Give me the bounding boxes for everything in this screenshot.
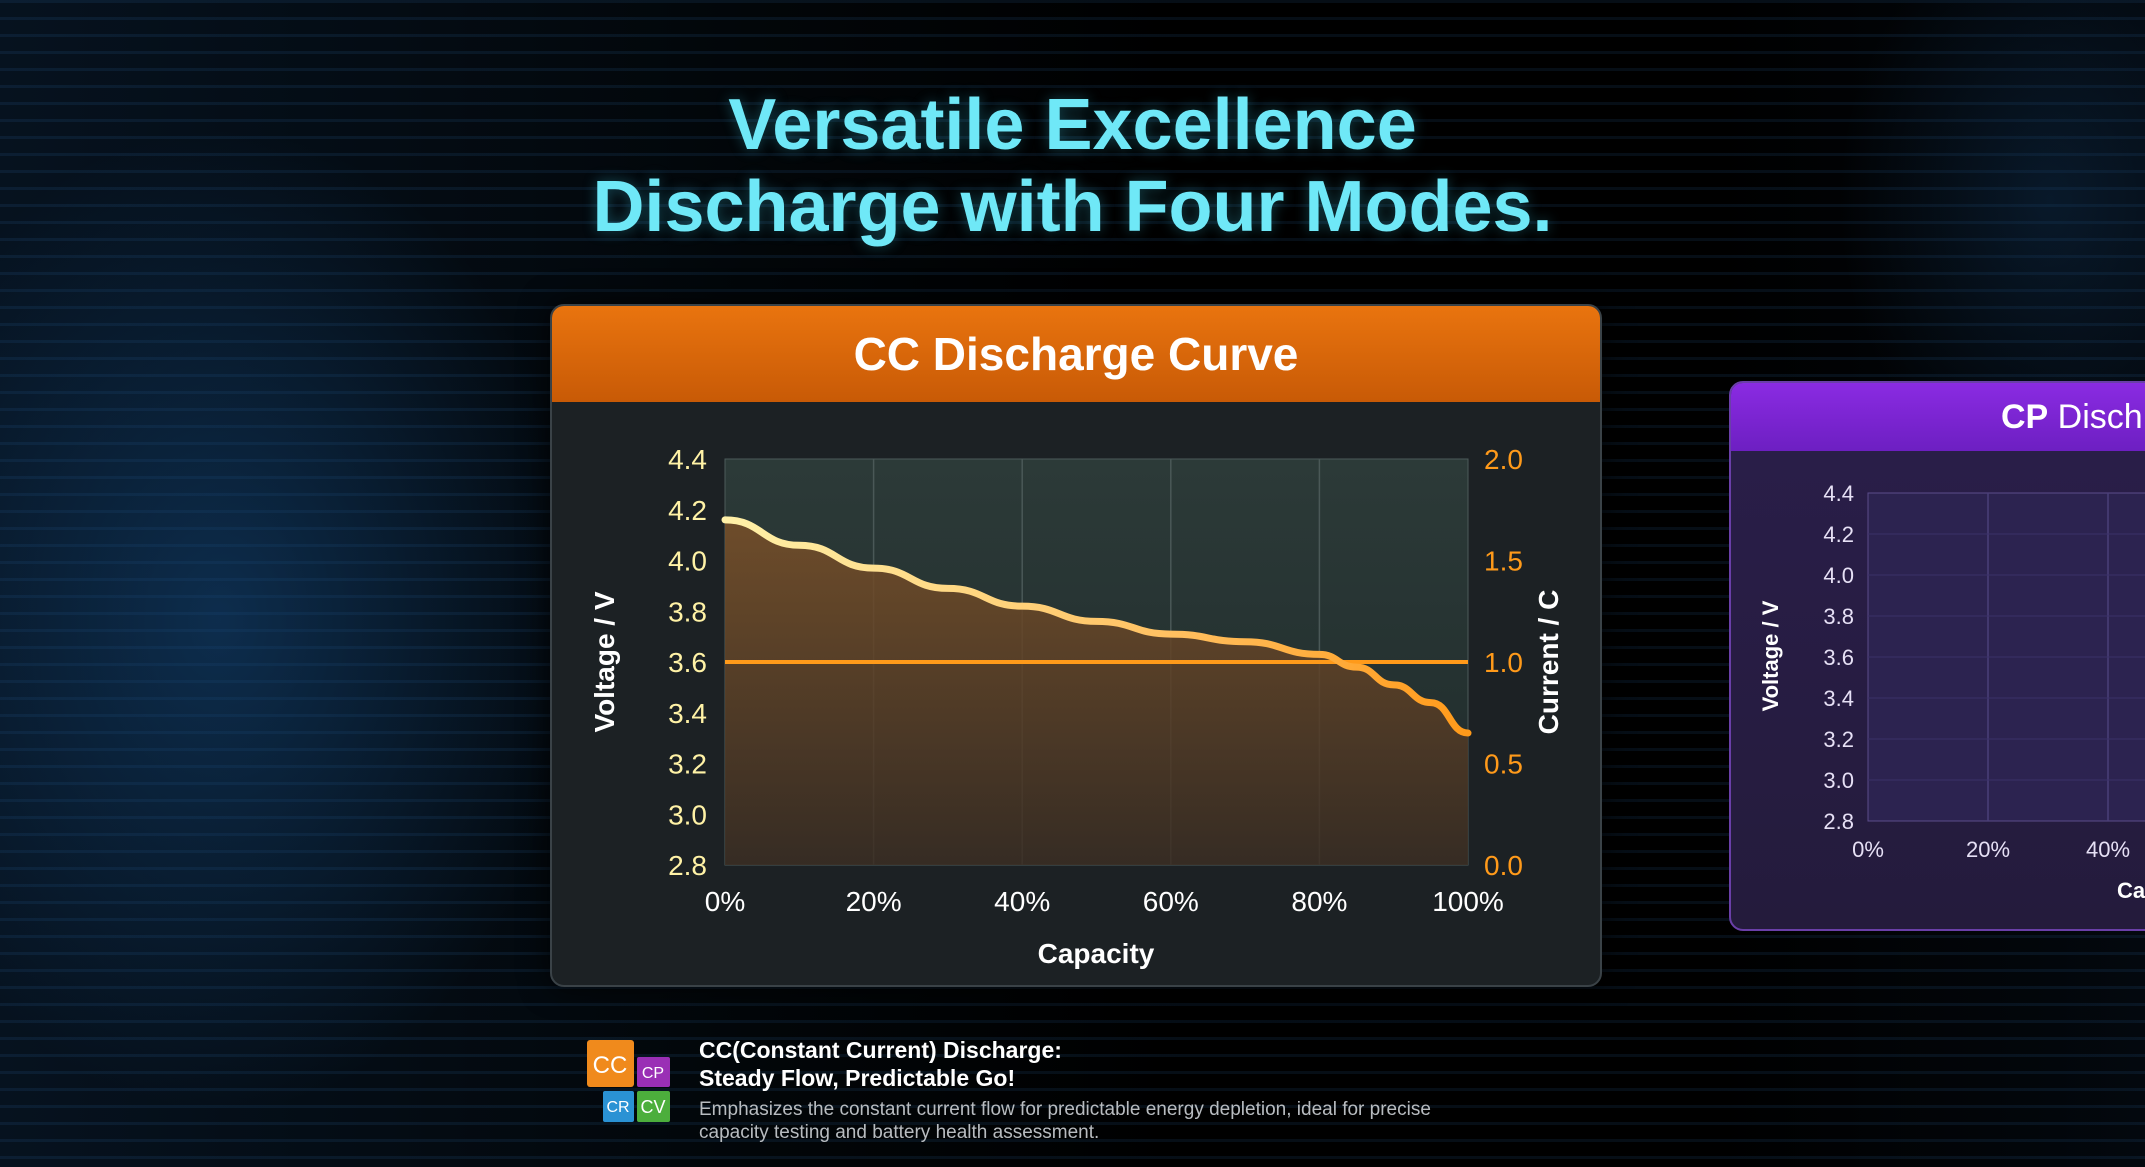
cc-ytick-label: 4.2 (668, 495, 707, 526)
cc-chart: 4.4 4.2 4.0 3.8 3.6 3.4 3.2 3.0 2.8 2.0 1.5 1.0 0.5… (589, 444, 1564, 969)
cc-y2tick-label: 1.0 (1484, 647, 1523, 678)
cp-xtick-label: 40% (2086, 837, 2130, 862)
cc-xtick-label: 80% (1291, 886, 1347, 917)
cp-ytick-label: 3.0 (1823, 768, 1854, 793)
description-body-line-1: Emphasizes the constant current flow for… (699, 1099, 1431, 1120)
cc-ytick-label: 3.0 (668, 799, 707, 830)
cc-voltage-area (725, 519, 1468, 865)
cp-chart: 4.4 4.2 4.0 3.8 3.6 3.4 3.2 3.0 2.8 0% 20% 40% Vol… (1758, 481, 2145, 903)
cc-ylabel: Voltage / V (589, 591, 620, 732)
cp-ytick-label: 3.8 (1823, 604, 1854, 629)
cc-y2tick-label: 0.5 (1484, 749, 1523, 780)
description-heading-2: Steady Flow, Predictable Go! (699, 1065, 1016, 1091)
cp-ytick-label: 3.2 (1823, 727, 1854, 752)
cc-chart-title: CC Discharge Curve (552, 306, 1600, 402)
description-body: Emphasizes the constant current flow for… (699, 1098, 1499, 1144)
cp-chart-title: CP Disch (1731, 383, 2145, 451)
cc-xtick-label: 100% (1432, 886, 1504, 917)
mode-cc-label: CC (593, 1052, 628, 1079)
cp-ytick-label: 3.6 (1823, 645, 1854, 670)
cp-left-axis-ticks: 4.4 4.2 4.0 3.8 3.6 3.4 3.2 3.0 2.8 (1823, 481, 1854, 834)
cp-ytick-label: 3.4 (1823, 686, 1854, 711)
mode-cr-label: CR (606, 1099, 629, 1116)
mode-description: CC(Constant Current) Discharge: Steady F… (699, 1036, 1519, 1144)
cp-xlabel: Ca (2117, 878, 2145, 903)
cc-xtick-label: 60% (1143, 886, 1199, 917)
cc-ytick-label: 2.8 (668, 850, 707, 881)
cp-title-rest: Disch (2048, 398, 2143, 436)
cc-ytick-label: 4.0 (668, 546, 707, 577)
cc-y2tick-label: 0.0 (1484, 850, 1523, 881)
cp-x-axis-ticks: 0% 20% 40% (1852, 837, 2130, 862)
description-heading-1: CC(Constant Current) Discharge: (699, 1037, 1062, 1063)
page-title-line-2: Discharge with Four Modes. (592, 167, 1553, 247)
cp-title-bold: CP (2001, 398, 2049, 436)
cc-ytick-label: 3.4 (668, 698, 707, 729)
cc-x-axis-ticks: 0% 20% 40% 60% 80% 100% (705, 886, 1504, 917)
cc-xtick-label: 0% (705, 886, 745, 917)
cc-xlabel: Capacity (1038, 938, 1155, 969)
mode-cv-label: CV (640, 1097, 665, 1117)
cp-xtick-label: 20% (1966, 837, 2010, 862)
cc-voltage-line (721, 516, 1472, 737)
discharge-modes-icon: CC CP CR CV (587, 1040, 670, 1122)
cc-left-axis-ticks: 4.4 4.2 4.0 3.8 3.6 3.4 3.2 3.0 2.8 (668, 444, 707, 881)
cc-xtick-label: 40% (994, 886, 1050, 917)
cp-ytick-label: 4.4 (1823, 481, 1854, 506)
cp-gridlines (1868, 493, 2145, 821)
cp-ytick-label: 4.2 (1823, 522, 1854, 547)
cp-ytick-label: 4.0 (1823, 563, 1854, 588)
cc-discharge-card: CC Discharge Curve 4.4 4.2 4.0 3.8 3.6 3.4 3.2… (550, 304, 1602, 987)
cc-right-axis-ticks: 2.0 1.5 1.0 0.5 0.0 (1484, 444, 1523, 881)
cc-ytick-label: 3.2 (668, 749, 707, 780)
cc-y2tick-label: 1.5 (1484, 546, 1523, 577)
cp-ylabel: Voltage / V (1758, 600, 1783, 711)
mode-cp-label: CP (642, 1065, 664, 1082)
description-body-line-2: capacity testing and battery health asse… (699, 1122, 1100, 1143)
cc-ytick-label: 3.8 (668, 596, 707, 627)
cc-xtick-label: 20% (846, 886, 902, 917)
cp-xtick-label: 0% (1852, 837, 1884, 862)
cc-ytick-label: 3.6 (668, 647, 707, 678)
cp-discharge-card: CP Disch 4.4 4.2 4.0 3.8 3.6 3.4 3.2 3.0 2.8 0% 2… (1729, 381, 2145, 931)
cc-y2tick-label: 2.0 (1484, 444, 1523, 475)
cc-ytick-label: 4.4 (668, 444, 707, 475)
cp-ytick-label: 2.8 (1823, 809, 1854, 834)
cc-y2label: Current / C (1533, 590, 1564, 735)
page-title-line-1: Versatile Excellence (728, 85, 1417, 165)
